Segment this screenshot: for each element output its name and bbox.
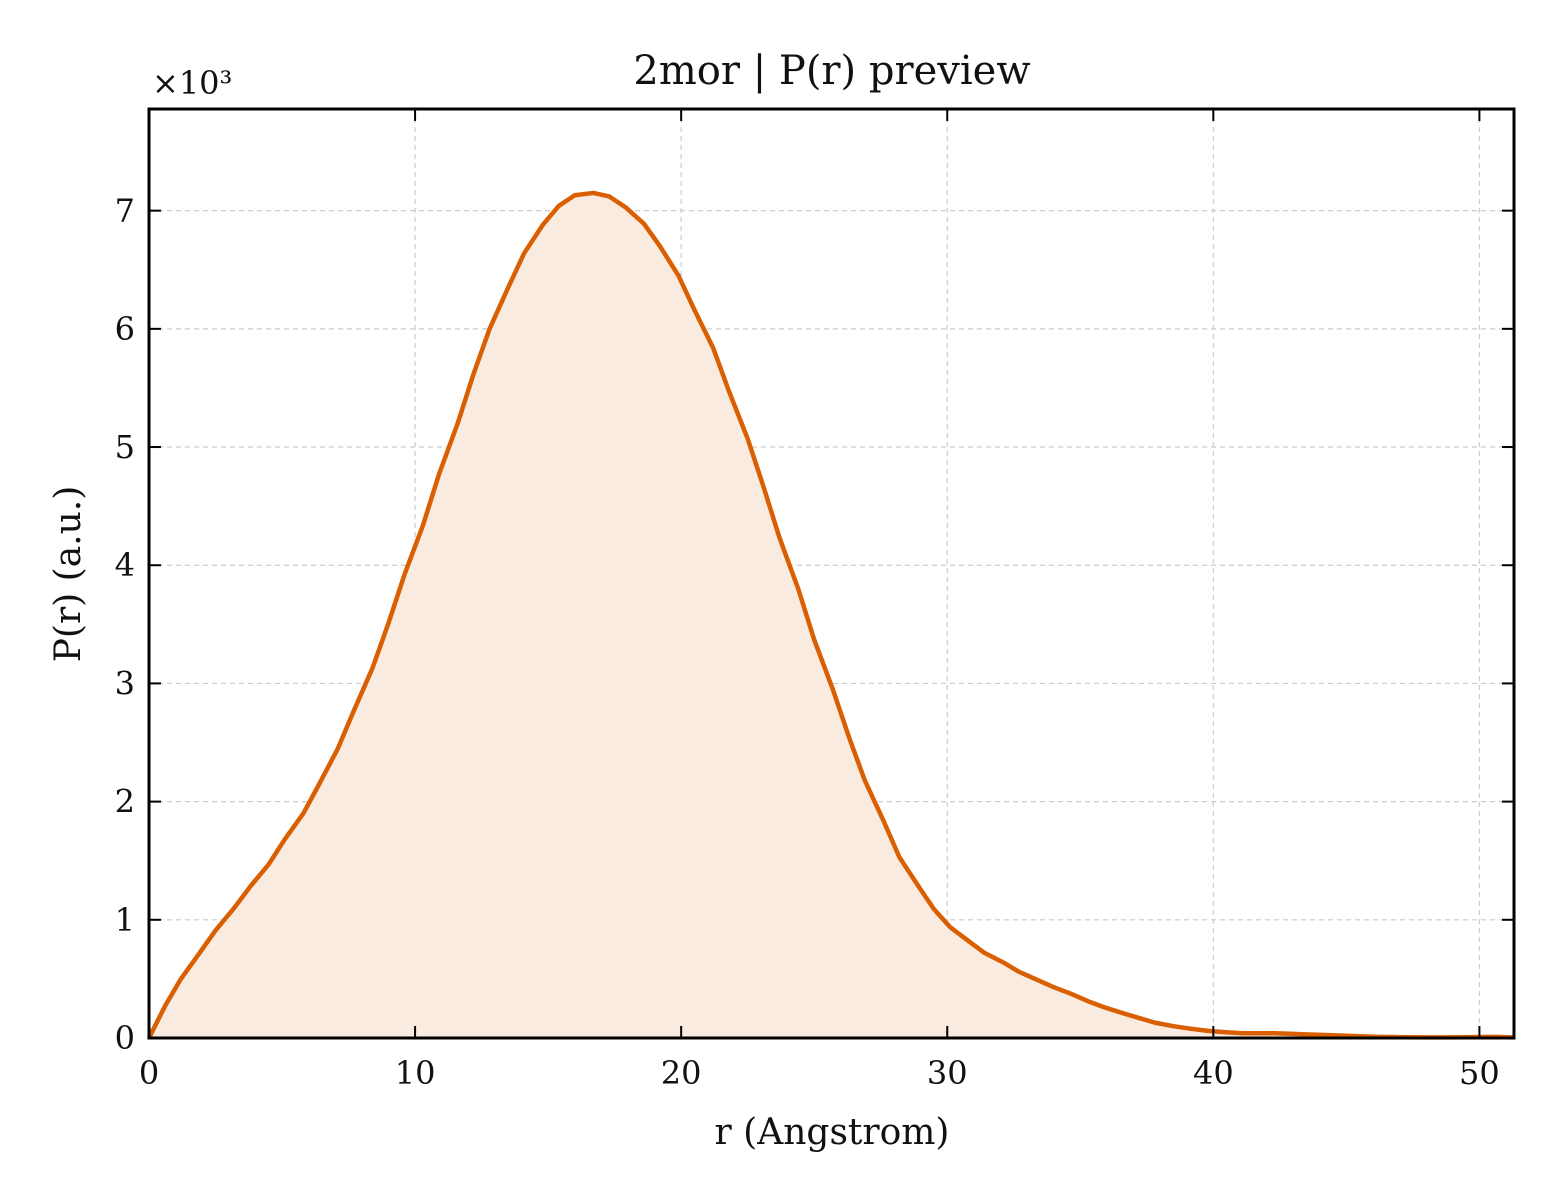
x-tick-label: 50 [1459,1054,1500,1092]
x-tick-label: 30 [927,1054,968,1092]
y-tick-label: 7 [115,192,135,230]
y-tick-label: 5 [115,428,135,466]
x-axis-label: r (Angstrom) [715,1112,950,1153]
x-tick-label: 40 [1193,1054,1234,1092]
y-tick-label: 2 [115,783,135,821]
y-multiplier-label: ×10³ [152,64,232,102]
pr-area-fill [149,192,1514,1039]
x-tick-label: 20 [661,1054,702,1092]
chart-title: 2mor | P(r) preview [633,48,1030,94]
x-tick-label: 10 [395,1054,436,1092]
y-tick-label: 4 [115,546,135,584]
y-tick-label: 1 [115,901,135,939]
y-axis-label: P(r) (a.u.) [48,486,89,663]
y-tick-label: 0 [115,1019,135,1057]
x-tick-label: 0 [139,1054,159,1092]
pr-curve-line [146,190,1515,1040]
plot-frame [147,107,1516,1040]
y-tick-label: 6 [115,310,135,348]
axis-ticks: 0 10 20 30 40 50 0 1 2 3 4 5 6 7 [115,109,1514,1092]
y-tick-label: 3 [115,664,135,702]
